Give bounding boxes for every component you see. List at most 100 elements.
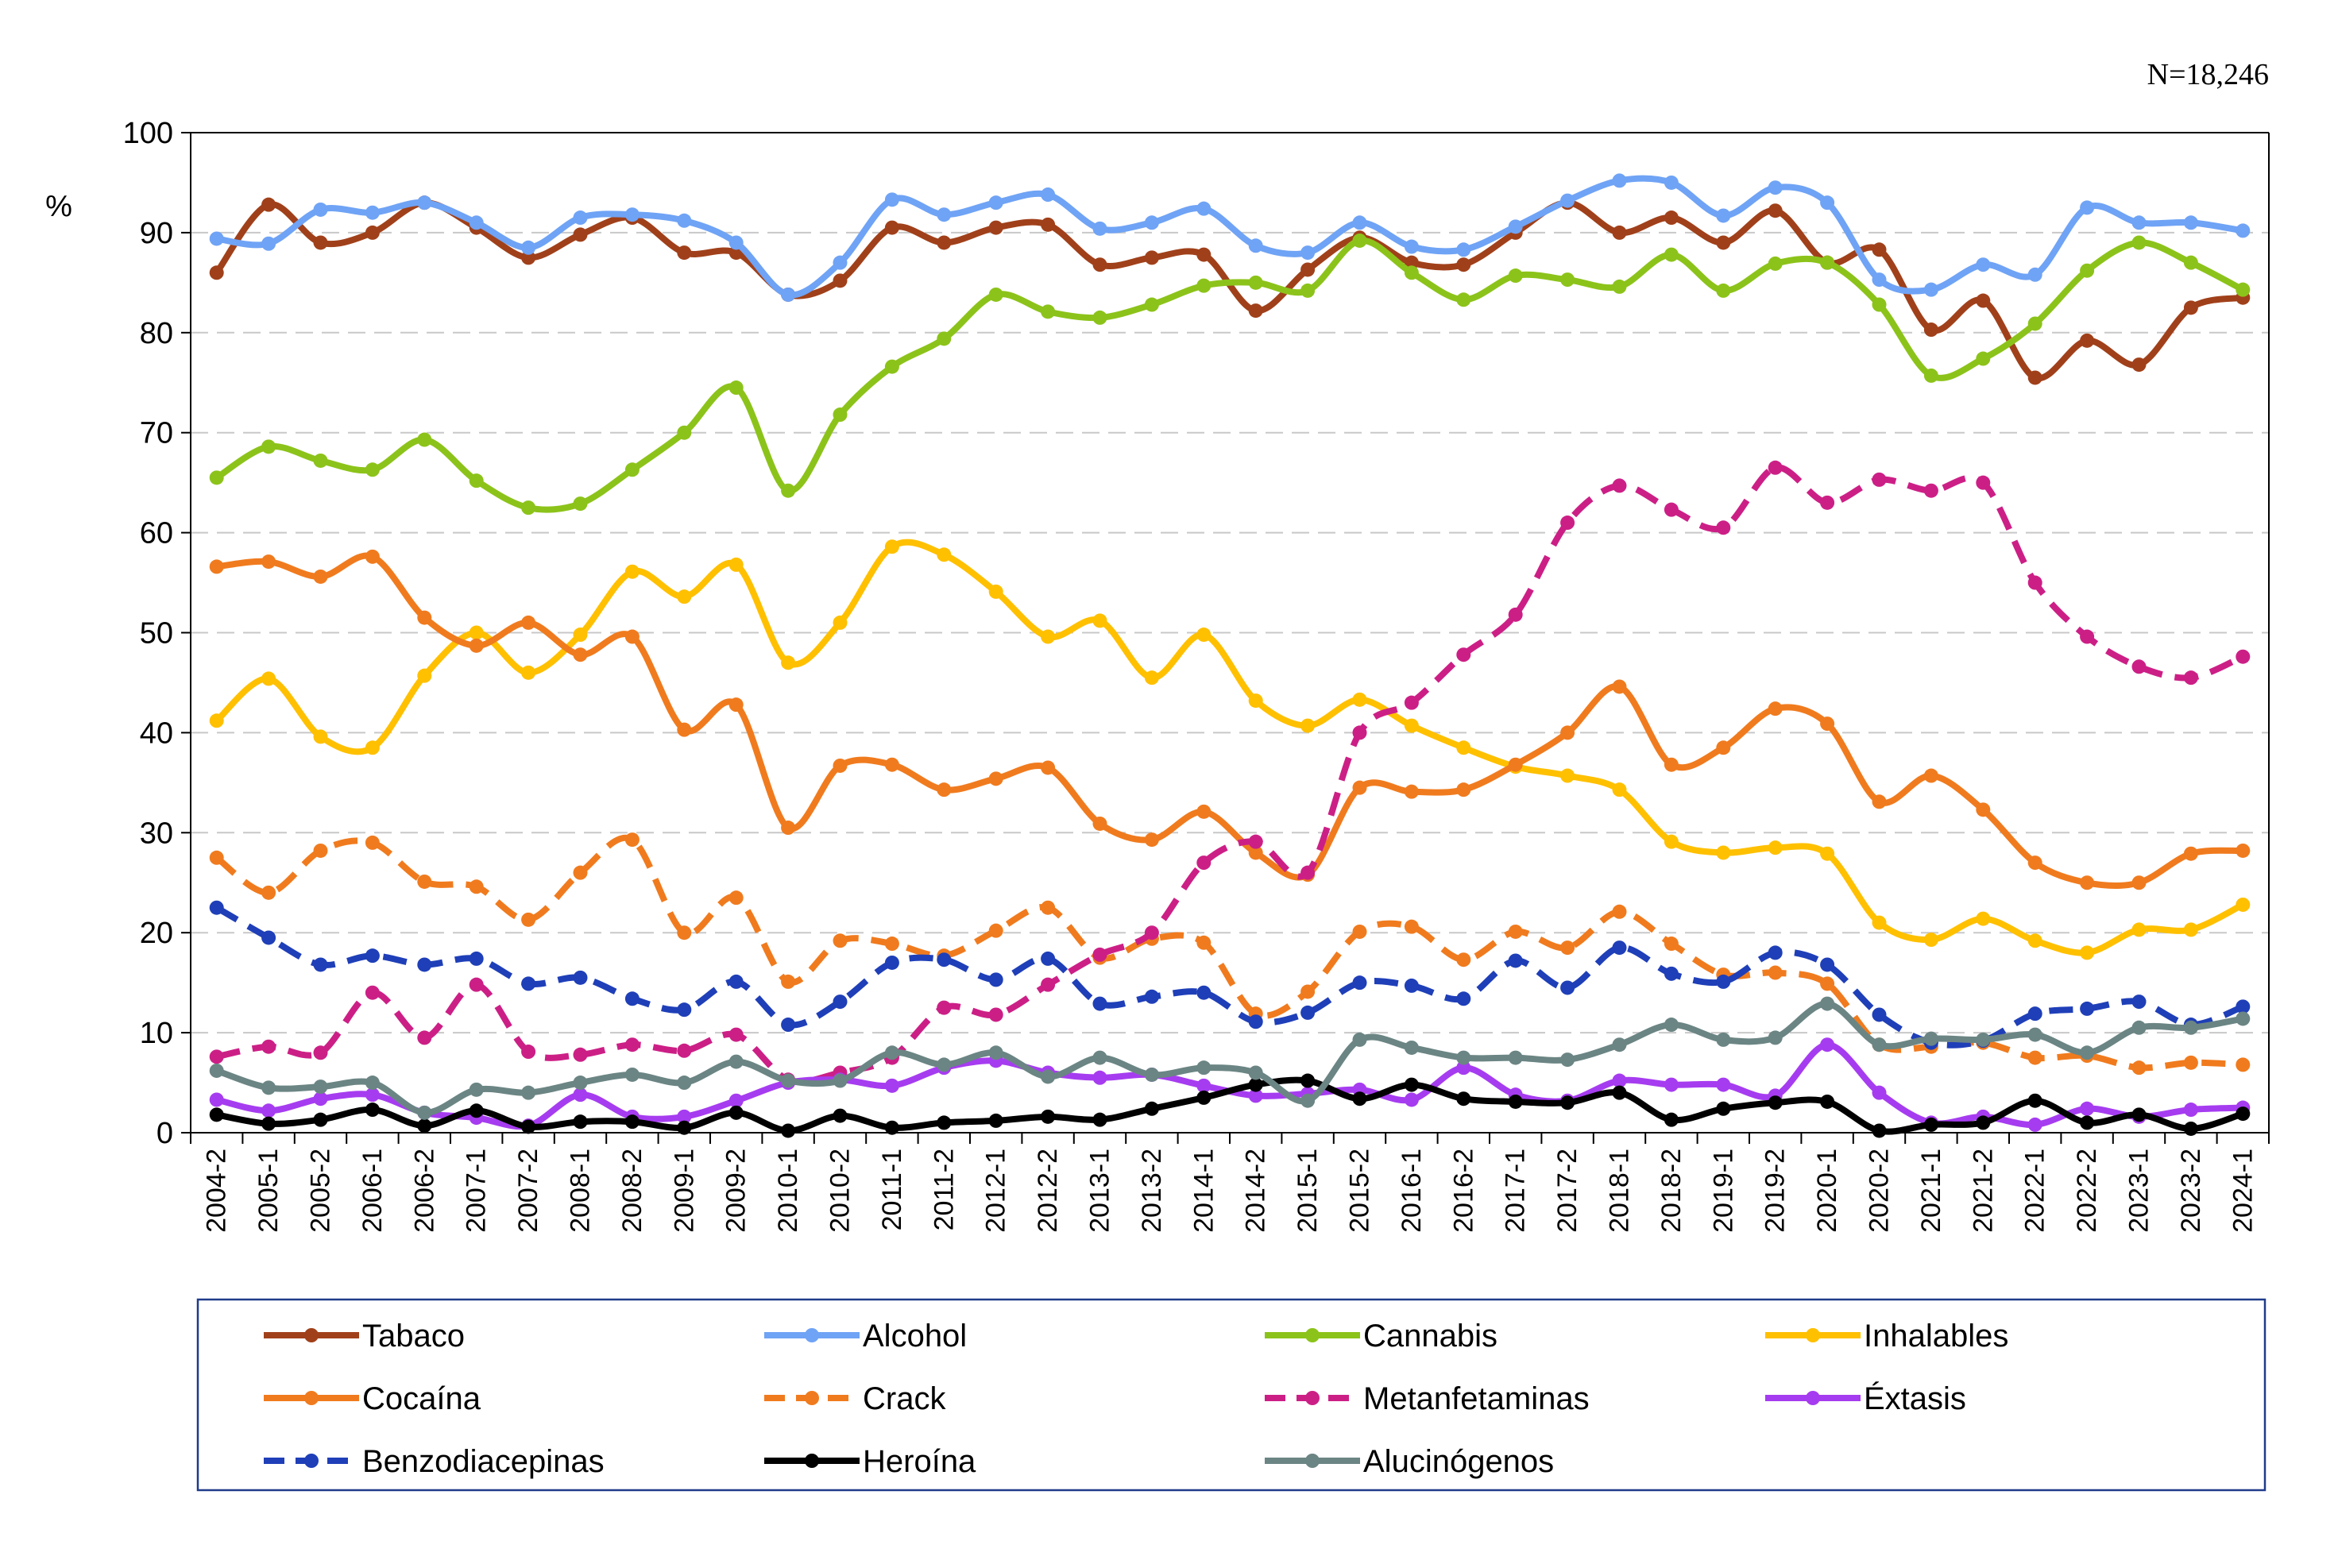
data-point-alucinogenos [1872,1037,1887,1052]
data-point-heroina [2080,1115,2095,1130]
data-point-alucinogenos [1664,1018,1679,1033]
legend-item-heroina: Heroína [764,1444,976,1479]
data-point-extasis [1248,1088,1263,1103]
x-tick-label: 2005-1 [253,1149,284,1233]
data-point-benzodiacepinas [1248,1014,1263,1029]
data-point-inhalables [1872,915,1887,930]
data-point-metanfetaminas [624,1037,640,1052]
series-cannabis [209,233,2251,516]
legend-marker [1806,1391,1820,1405]
data-point-benzodiacepinas [728,974,744,989]
data-point-inhalables [988,584,1003,599]
data-point-cannabis [988,287,1003,302]
x-tick-label: 2010-1 [773,1149,803,1233]
data-point-tabaco [1716,235,1731,250]
data-point-heroina [1092,1112,1107,1127]
data-point-alucinogenos [781,1073,796,1088]
data-point-metanfetaminas [1768,460,1783,475]
data-point-crack [2183,1055,2198,1070]
data-point-cocaina [1196,804,1212,819]
data-point-inhalables [1300,718,1316,733]
data-point-cocaina [1404,784,1419,799]
x-tick-label: 2008-1 [566,1149,596,1233]
data-point-benzodiacepinas [1664,966,1679,981]
data-point-extasis [2080,1101,2095,1116]
data-point-benzodiacepinas [1820,957,1835,972]
data-point-cocaina [1456,782,1471,798]
data-point-cocaina [313,569,328,584]
data-point-cocaina [1092,816,1107,831]
data-point-inhalables [209,713,224,728]
data-point-cannabis [2131,235,2147,250]
data-point-tabaco [1196,247,1212,262]
data-point-tabaco [677,245,692,261]
data-point-benzodiacepinas [2027,1006,2042,1022]
data-point-cannabis [2183,255,2198,270]
data-point-cocaina [2183,846,2198,861]
data-point-alcohol [1300,245,1316,261]
data-point-cocaina [1508,757,1523,772]
data-point-inhalables [1144,670,1159,686]
data-point-metanfetaminas [677,1043,692,1058]
data-point-crack [1560,940,1575,956]
data-point-alcohol [781,287,796,302]
data-point-alucinogenos [1820,996,1835,1011]
data-point-tabaco [1976,293,1991,308]
data-point-alucinogenos [2236,1011,2251,1026]
data-point-tabaco [573,227,588,242]
data-point-benzodiacepinas [1041,951,1056,966]
data-point-heroina [1664,1112,1679,1127]
legend-marker [805,1391,819,1405]
data-point-benzodiacepinas [261,930,276,945]
data-point-metanfetaminas [1248,834,1263,849]
x-tick-label: 2021-1 [1916,1149,1946,1233]
data-point-cocaina [1820,716,1835,732]
x-tick-label: 2009-1 [669,1149,699,1233]
data-point-benzodiacepinas [1404,978,1419,993]
data-point-cannabis [2236,282,2251,297]
data-point-alcohol [1768,180,1783,195]
data-point-alucinogenos [1976,1032,1991,1047]
data-point-tabaco [1092,257,1107,272]
data-point-benzodiacepinas [365,948,380,964]
data-point-alucinogenos [1404,1040,1419,1055]
x-tick-label: 2017-2 [1552,1149,1582,1233]
data-point-extasis [209,1092,224,1107]
data-point-alucinogenos [1560,1052,1575,1068]
data-point-inhalables [1248,693,1263,709]
data-point-alucinogenos [1768,1030,1783,1045]
data-point-crack [313,843,328,858]
x-tick-label: 2020-1 [1812,1149,1842,1233]
data-point-heroina [988,1113,1003,1128]
data-point-crack [988,923,1003,938]
data-point-crack [1664,937,1679,952]
data-point-crack [1820,976,1835,991]
legend-item-crack: Crack [764,1381,946,1416]
data-point-alucinogenos [728,1054,744,1069]
x-tick-label: 2015-1 [1293,1149,1323,1233]
y-tick-label: 40 [140,716,173,750]
data-point-extasis [573,1087,588,1103]
data-point-cannabis [1456,292,1471,307]
data-point-alcohol [1196,201,1212,216]
data-point-cannabis [209,470,224,485]
data-point-heroina [1560,1095,1575,1110]
data-point-cannabis [521,500,536,516]
data-point-cocaina [261,554,276,570]
data-point-inhalables [728,557,744,572]
data-point-tabaco [1041,217,1056,232]
data-point-extasis [1092,1070,1107,1085]
data-point-alucinogenos [1612,1037,1627,1052]
x-tick-label: 2017-1 [1501,1149,1531,1233]
data-point-extasis [261,1103,276,1118]
data-point-alcohol [1508,219,1523,234]
data-point-crack [469,879,484,894]
data-point-metanfetaminas [1144,925,1159,940]
data-point-cannabis [624,462,640,477]
data-point-inhalables [833,615,848,630]
data-point-cannabis [833,407,848,423]
y-tick-label: 10 [140,1017,173,1050]
data-point-alucinogenos [1923,1031,1938,1046]
data-point-cannabis [1404,265,1419,280]
